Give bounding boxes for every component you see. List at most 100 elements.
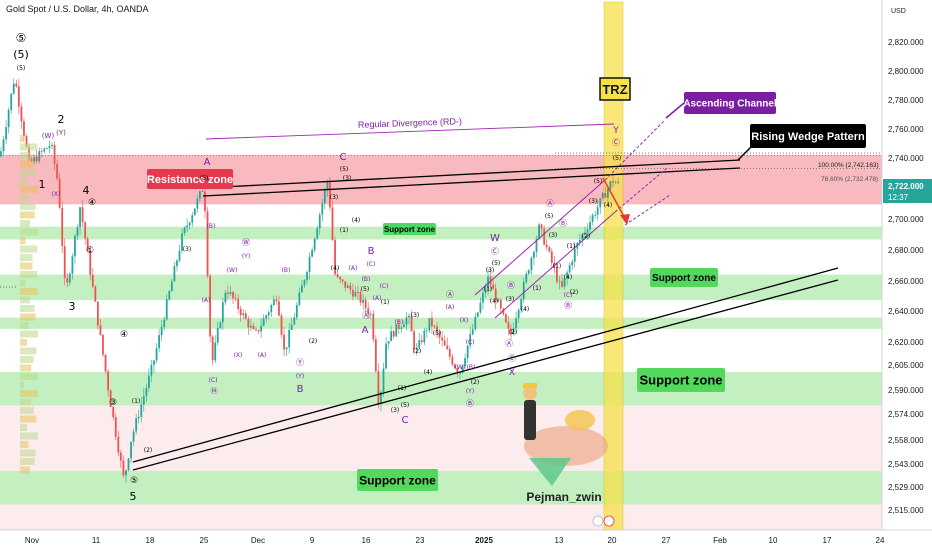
price-tick-label: 2,780.000 bbox=[888, 96, 924, 105]
candle-body bbox=[155, 348, 158, 361]
candle-body bbox=[471, 329, 474, 335]
wedge-lower-trendline-1 bbox=[132, 267, 839, 463]
candle-body bbox=[257, 329, 260, 332]
candle-body bbox=[71, 256, 74, 274]
candle-body bbox=[219, 322, 222, 329]
author-mascot bbox=[523, 383, 615, 527]
wave-label: (X) bbox=[52, 191, 61, 198]
wave-label: ④ bbox=[120, 330, 128, 340]
candle-body bbox=[352, 289, 354, 297]
price-tick-label: 2,800.000 bbox=[888, 67, 924, 76]
wave-label: (5) bbox=[361, 286, 370, 293]
candle-body bbox=[86, 238, 89, 252]
candle-body bbox=[456, 368, 459, 374]
candle-body bbox=[318, 214, 321, 229]
candle-body bbox=[563, 278, 566, 287]
candle-body bbox=[535, 239, 538, 253]
candle-body bbox=[17, 86, 20, 107]
candle-body bbox=[392, 331, 395, 337]
pink-background-band bbox=[0, 405, 882, 471]
candle-body bbox=[81, 207, 84, 223]
candle-body bbox=[63, 246, 66, 278]
candle-body bbox=[323, 190, 326, 204]
time-tick-label: 16 bbox=[362, 536, 371, 545]
candle-body bbox=[10, 93, 13, 110]
candle-body bbox=[239, 308, 242, 316]
candle-body bbox=[137, 416, 140, 419]
wave-label: (2) bbox=[471, 379, 480, 386]
candle-body bbox=[550, 251, 553, 263]
price-tick-label: 2,620.000 bbox=[888, 338, 924, 347]
price-tick-label: 2,590.000 bbox=[888, 386, 924, 395]
wave-label: (Y) bbox=[296, 373, 304, 380]
volume-profile-bar bbox=[20, 322, 29, 329]
candle-body bbox=[505, 314, 507, 323]
wave-label: Ⓒ bbox=[612, 138, 620, 147]
wave-label: (3) bbox=[486, 267, 495, 274]
wedge-lower-trendline-2 bbox=[132, 279, 839, 471]
time-tick-label: Dec bbox=[251, 536, 265, 545]
volume-profile-bar bbox=[20, 449, 36, 457]
time-tick-label: 2025 bbox=[475, 536, 493, 545]
candle-body bbox=[369, 313, 372, 315]
candle-body bbox=[326, 181, 329, 191]
wave-label: (3) bbox=[589, 198, 598, 205]
wave-label: (4) bbox=[490, 298, 499, 305]
wedge-upper-trendline-1 bbox=[202, 159, 741, 189]
wave-label: (Y) bbox=[56, 129, 66, 137]
candle-body bbox=[227, 292, 229, 294]
candle-body bbox=[104, 354, 107, 372]
wave-label: Ⓑ bbox=[564, 301, 572, 310]
price-tick-label: 2,529.000 bbox=[888, 483, 924, 492]
channel-lower-line bbox=[494, 211, 616, 319]
price-tick-label: 2,574.000 bbox=[888, 410, 924, 419]
wave-label: (5) bbox=[340, 166, 349, 173]
candle-body bbox=[250, 325, 252, 328]
wave-label: (A) bbox=[202, 297, 211, 304]
candle-body bbox=[308, 256, 311, 273]
wave-label: (5) bbox=[433, 330, 442, 337]
price-tick-label: 2,820.000 bbox=[888, 38, 924, 47]
candle-body bbox=[581, 234, 584, 240]
candle-body bbox=[242, 313, 245, 316]
candle-body bbox=[160, 326, 163, 336]
candle-body bbox=[331, 207, 334, 241]
wave-label: (W) bbox=[455, 364, 466, 371]
support-zone-band-2 bbox=[0, 317, 882, 329]
price-scale-panel bbox=[882, 0, 932, 550]
candle-body bbox=[148, 375, 150, 388]
candle-body bbox=[525, 273, 528, 282]
candle-body bbox=[12, 83, 15, 94]
support-zone-bottom-box bbox=[357, 469, 438, 491]
candle-body bbox=[46, 148, 48, 149]
candle-body bbox=[441, 337, 444, 341]
candle-body bbox=[466, 345, 469, 359]
candle-body bbox=[99, 325, 102, 335]
volume-profile-bar bbox=[20, 466, 30, 474]
channel-upper-projection bbox=[604, 119, 666, 181]
candle-body bbox=[425, 330, 428, 332]
wave-label: (5) bbox=[17, 65, 26, 72]
wave-label: (B) bbox=[395, 319, 404, 326]
wave-label: (2) bbox=[144, 447, 153, 454]
countdown-label: 12:37 bbox=[888, 193, 909, 202]
candle-body bbox=[270, 305, 273, 313]
candle-body bbox=[229, 292, 232, 294]
candle-body bbox=[545, 244, 548, 248]
candle-body bbox=[374, 339, 377, 372]
wave-label: (4) bbox=[604, 202, 613, 209]
current-price-label: 2,722.000 bbox=[888, 182, 924, 191]
wave-label: Ⓑ bbox=[507, 281, 515, 290]
candle-body bbox=[403, 324, 405, 328]
ascending-channel-label: Ascending Channel bbox=[683, 99, 777, 110]
candle-body bbox=[127, 458, 130, 471]
support-zone-band-0 bbox=[0, 226, 882, 240]
candle-body bbox=[191, 215, 194, 223]
wave-label: Ⓒ bbox=[491, 247, 499, 256]
rising-wedge-label: Rising Wedge Pattern bbox=[751, 131, 865, 143]
candle-body bbox=[173, 266, 176, 282]
candle-body bbox=[214, 342, 217, 361]
wave-label: W bbox=[490, 233, 500, 244]
